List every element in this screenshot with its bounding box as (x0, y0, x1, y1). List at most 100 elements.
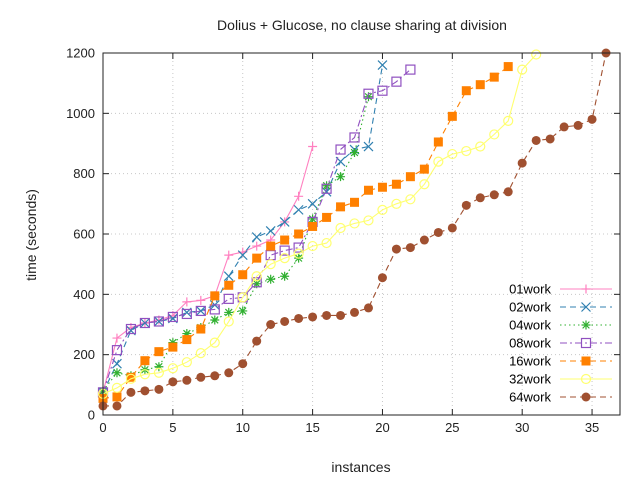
series-line-01work (102, 146, 314, 393)
tick-layer: 0 5 10 15 20 25 30 35 0 200 400 600 800 1000 1200 (66, 46, 620, 435)
legend-item: 16work (509, 354, 612, 369)
data-point (181, 357, 192, 368)
data-point (517, 64, 528, 75)
legend-item: 02work (509, 300, 612, 315)
data-point (196, 324, 206, 334)
legend-label: 16work (509, 354, 551, 369)
legend-label: 64work (509, 390, 551, 405)
legend-item: 08work (509, 336, 612, 351)
data-point (265, 226, 276, 236)
data-point (363, 92, 373, 102)
data-point (294, 229, 304, 239)
data-point (125, 323, 137, 335)
data-point (377, 85, 388, 96)
data-point (377, 60, 388, 70)
data-point (363, 141, 374, 152)
data-point (252, 253, 262, 263)
data-point (112, 401, 122, 411)
legend-label: 04work (509, 318, 551, 333)
data-point (209, 304, 220, 315)
x-tick-label: 30 (515, 420, 529, 435)
data-point (517, 158, 527, 168)
data-point (238, 359, 248, 369)
data-point (336, 310, 346, 320)
data-point (350, 197, 360, 207)
data-point (126, 387, 136, 397)
x-tick-label: 25 (445, 420, 459, 435)
data-point (237, 250, 248, 261)
x-tick-label: 10 (235, 420, 249, 435)
x-tick-label: 20 (375, 420, 389, 435)
data-point (167, 363, 178, 374)
data-point (210, 291, 220, 301)
data-point (405, 194, 416, 205)
data-point (195, 305, 206, 317)
legend-swatch-marker (580, 337, 592, 349)
data-point (307, 198, 318, 209)
data-point (322, 212, 332, 222)
data-point (112, 392, 122, 402)
data-point (209, 337, 220, 348)
data-point (153, 367, 164, 378)
data-point (307, 240, 318, 252)
data-point (252, 336, 262, 346)
y-tick-label: 200 (73, 347, 95, 362)
data-point (154, 347, 164, 357)
data-point (224, 368, 234, 378)
data-point (195, 306, 206, 316)
data-point (266, 274, 276, 284)
data-point (489, 72, 499, 82)
data-point (545, 134, 555, 144)
series-32work (97, 49, 542, 399)
data-point (377, 273, 387, 283)
data-point (336, 202, 346, 212)
data-point (391, 244, 401, 254)
legend-item: 64work (509, 390, 612, 405)
data-point (140, 386, 150, 396)
y-tick-label: 1200 (66, 46, 95, 61)
data-point (503, 62, 513, 72)
data-point (350, 148, 360, 158)
legend-label: 32work (509, 372, 551, 387)
data-point (111, 345, 123, 356)
data-point (475, 141, 486, 152)
data-point (168, 342, 178, 352)
data-point (405, 172, 415, 182)
data-point (223, 316, 234, 327)
series-line-32work (102, 54, 537, 395)
data-point (419, 164, 429, 174)
data-point (531, 135, 541, 145)
data-point (293, 248, 304, 259)
data-point (293, 242, 304, 253)
data-point (195, 348, 206, 359)
data-point (238, 306, 248, 316)
data-point (335, 144, 346, 155)
data-point (294, 191, 304, 201)
data-point (363, 88, 374, 99)
data-point (168, 338, 178, 348)
data-point (252, 241, 262, 251)
data-point (503, 187, 513, 197)
series-16work (98, 62, 513, 403)
legend-item: 32work (509, 372, 612, 387)
data-point (475, 80, 485, 90)
data-point (293, 204, 304, 215)
data-point (168, 377, 178, 387)
data-point (405, 64, 416, 75)
data-point (391, 76, 402, 87)
data-point (321, 237, 332, 249)
data-point (139, 369, 151, 380)
data-point (280, 316, 290, 326)
legend-item: 01work (509, 282, 612, 297)
data-point (447, 223, 457, 233)
data-point (112, 368, 122, 378)
data-point (266, 241, 276, 251)
data-point (419, 179, 430, 190)
data-point (573, 120, 583, 130)
series-02work (98, 60, 388, 398)
data-point (265, 259, 276, 270)
data-point (182, 329, 192, 339)
data-point (237, 292, 248, 303)
y-tick-label: 800 (73, 166, 95, 181)
